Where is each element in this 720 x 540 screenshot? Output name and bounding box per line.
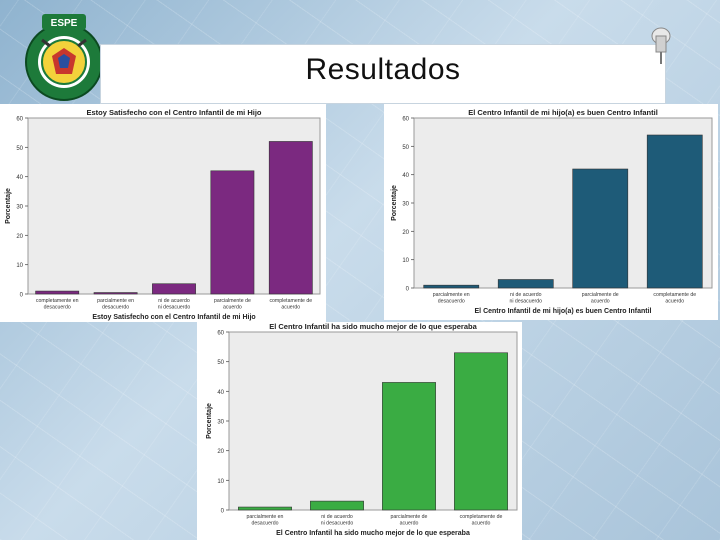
y-axis-label: Porcentaje [391,185,398,221]
y-tick-label: 50 [402,145,409,151]
x-tick-label: acuerdo [223,305,242,311]
x-tick-label: ni de acuerdo [321,514,353,520]
y-tick-label: 60 [217,331,224,337]
x-axis-label: Estoy Satisfecho con el Centro Infantil … [92,314,255,321]
y-tick-label: 60 [402,117,409,123]
y-tick-label: 10 [402,258,409,264]
y-tick-label: 0 [20,293,24,299]
bar [310,500,364,511]
x-axis-label: El Centro Infantil ha sido mucho mejor d… [276,530,470,537]
chart-title: El Centro Infantil de mi hijo(a) es buen… [468,108,658,117]
x-tick-label: completamente en [36,298,79,304]
x-tick-label: desacuerdo [102,305,129,311]
bar [35,290,80,295]
x-tick-label: ni de acuerdo [510,292,542,298]
bar [268,141,313,295]
y-axis-label: Porcentaje [5,188,12,224]
y-axis-label: Porcentaje [206,403,213,439]
bar [382,382,436,511]
x-tick-label: completamente de [460,514,503,520]
x-tick-label: desacuerdo [438,299,465,305]
x-tick-label: parcialmente de [391,514,428,520]
bar [93,292,138,295]
x-tick-label: ni desacuerdo [321,521,354,527]
y-tick-label: 0 [406,287,410,293]
x-tick-label: completamente de [269,298,312,304]
chart-title: Estoy Satisfecho con el Centro Infantil … [86,108,261,117]
title-bar: Resultados [100,44,666,104]
bar [423,284,480,289]
y-tick-label: 30 [217,420,224,426]
x-tick-label: ni desacuerdo [158,305,191,311]
y-tick-label: 40 [402,173,409,179]
bar [454,352,508,511]
chart-buen-centro: El Centro Infantil de mi hijo(a) es buen… [391,108,713,315]
chart-mejor: El Centro Infantil ha sido mucho mejor d… [206,322,518,537]
y-tick-label: 10 [16,263,23,269]
x-axis-label: El Centro Infantil de mi hijo(a) es buen… [475,308,652,315]
logo-text: ESPE [51,18,78,29]
chart-mejor-panel: El Centro Infantil ha sido mucho mejor d… [197,322,522,540]
slide-title: Resultados [305,53,461,86]
y-tick-label: 60 [16,117,23,123]
y-tick-label: 20 [16,234,23,240]
chart-satisfecho: Estoy Satisfecho con el Centro Infantil … [5,108,321,321]
x-tick-label: parcialmente de [214,298,251,304]
bar [497,279,554,289]
y-tick-label: 20 [402,230,409,236]
y-tick-label: 50 [217,360,224,366]
bar [646,134,703,289]
y-tick-label: 10 [217,479,224,485]
push-pin-icon [651,27,671,64]
x-tick-label: acuerdo [281,305,300,311]
x-tick-label: completamente de [653,292,696,298]
y-tick-label: 30 [16,205,23,211]
x-tick-label: ni de acuerdo [158,298,190,304]
x-tick-label: acuerdo [472,521,491,527]
chart-buen-centro-panel: El Centro Infantil de mi hijo(a) es buen… [384,104,718,320]
y-tick-label: 40 [16,175,23,181]
chart-title: El Centro Infantil ha sido mucho mejor d… [269,322,477,331]
x-tick-label: desacuerdo [44,305,71,311]
x-tick-label: acuerdo [591,299,610,305]
y-tick-label: 50 [16,146,23,152]
y-tick-label: 30 [402,202,409,208]
x-tick-label: parcialmente en [433,292,470,298]
chart-satisfecho-panel: Estoy Satisfecho con el Centro Infantil … [0,104,326,322]
y-tick-label: 40 [217,390,224,396]
espe-logo-icon: ESPE [25,14,103,101]
x-tick-label: parcialmente en [97,298,134,304]
y-tick-label: 0 [221,509,225,515]
bar [152,283,196,295]
x-tick-label: acuerdo [400,521,419,527]
x-tick-label: parcialmente de [582,292,619,298]
x-tick-label: ni desacuerdo [509,299,542,305]
bar [238,506,292,511]
x-tick-label: parcialmente en [247,514,284,520]
x-tick-label: acuerdo [665,299,684,305]
y-tick-label: 20 [217,449,224,455]
bar [572,168,629,289]
bar [210,170,255,295]
x-tick-label: desacuerdo [251,521,278,527]
